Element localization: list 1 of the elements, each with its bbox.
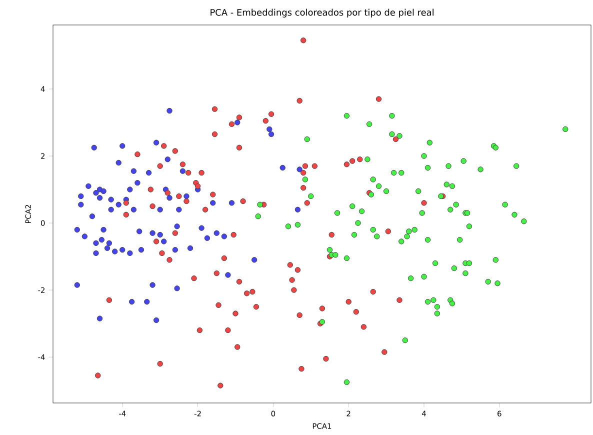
- chart-title: PCA - Embeddings coloreados por tipo de piel real: [210, 8, 434, 18]
